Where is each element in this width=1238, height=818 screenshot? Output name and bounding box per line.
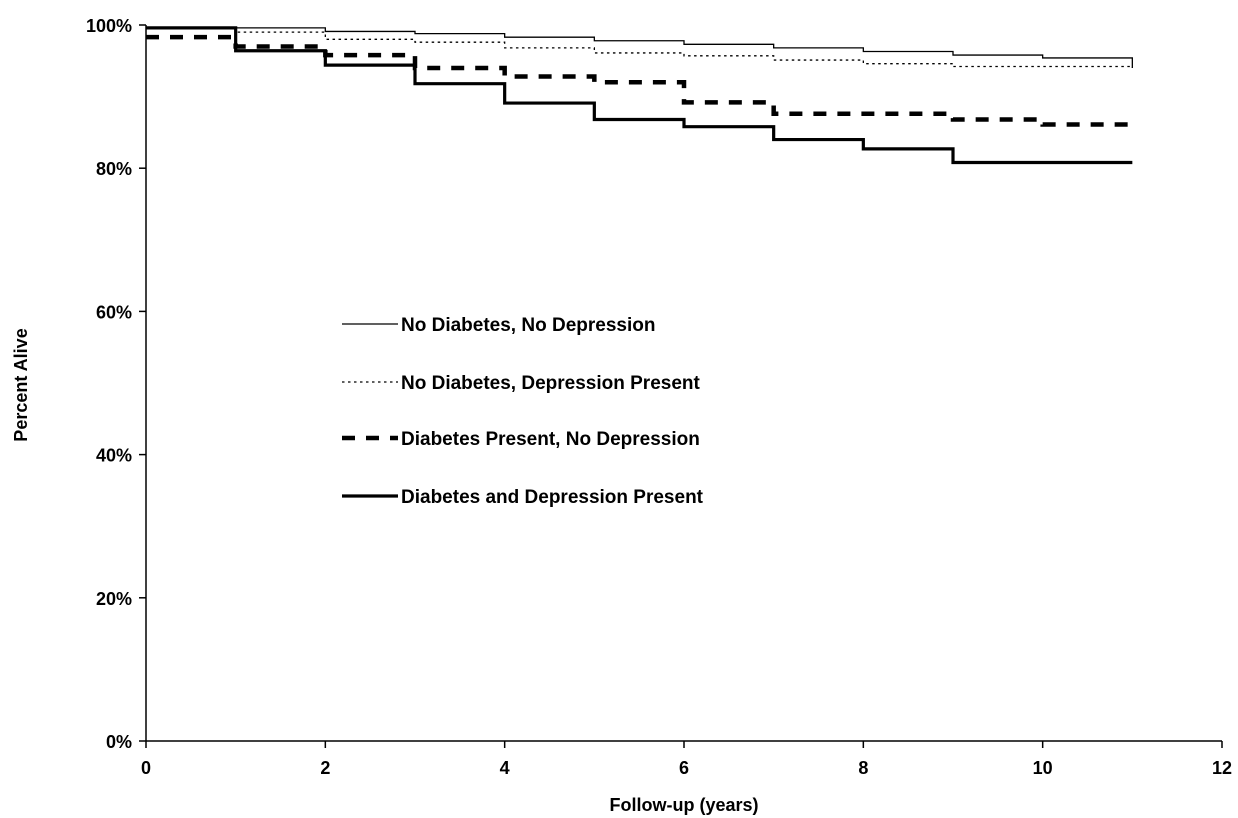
legend-label-4: Diabetes and Depression Present [401,487,704,508]
x-tick-label: 0 [141,758,151,778]
x-tick-label: 2 [320,758,330,778]
legend: No Diabetes, No Depression No Diabetes, D… [342,315,704,508]
series-line-2 [146,27,1133,68]
x-tick-label: 8 [858,758,868,778]
y-tick-label: 40% [96,446,132,466]
legend-label-2: No Diabetes, Depression Present [401,373,700,394]
x-tick-label: 12 [1212,758,1232,778]
series-lines [146,26,1135,165]
legend-label-3: Diabetes Present, No Depression [401,429,700,450]
x-axis-title: Follow-up (years) [609,795,758,815]
y-axis-title: Percent Alive [11,328,31,441]
legend-label-1: No Diabetes, No Depression [401,315,655,336]
y-tick-label: 0% [106,732,132,752]
y-axis-ticks: 0% 20% 40% 60% 80% 100% [86,16,146,752]
x-tick-label: 6 [679,758,689,778]
y-tick-label: 20% [96,589,132,609]
x-axis-ticks: 0 2 4 6 8 10 12 [141,741,1232,778]
y-tick-label: 100% [86,16,132,36]
y-tick-label: 60% [96,302,132,322]
series-line-1 [146,27,1133,68]
y-tick-label: 80% [96,159,132,179]
x-tick-label: 10 [1033,758,1053,778]
x-tick-label: 4 [500,758,510,778]
series-line-4 [146,26,1133,165]
